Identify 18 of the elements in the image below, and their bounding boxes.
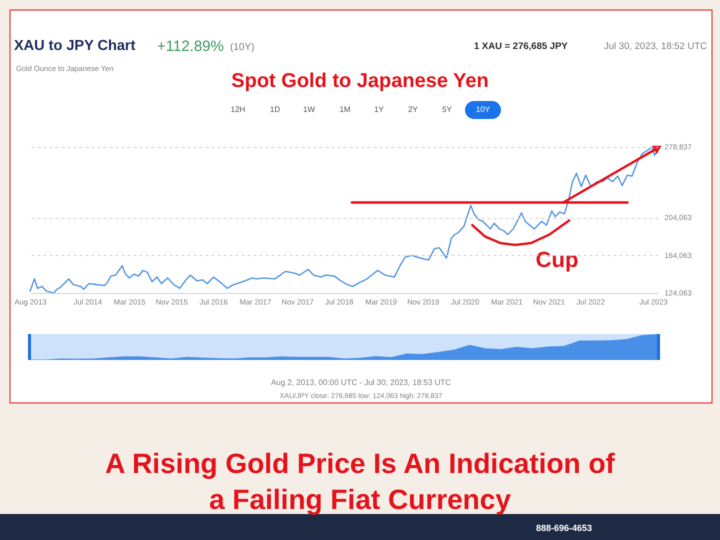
chart-title: XAU to JPY Chart	[14, 38, 136, 54]
text: Aug 2, 2013, 00:00 UTC - Jul 30, 2023, 18:53 UTC	[270, 378, 452, 387]
text: 1W	[303, 105, 316, 114]
text: 2Y	[408, 105, 419, 114]
text: Jul 30, 2023, 18:52 UTC	[604, 41, 708, 52]
text: 1Y	[374, 105, 385, 114]
text: Spot Gold to Japanese Yen	[231, 70, 489, 92]
text: +112.89%	[157, 38, 224, 55]
annotation: Cup	[536, 247, 578, 272]
text: 1 XAU = 276,685 JPY	[474, 41, 568, 52]
text: 12H	[230, 105, 246, 114]
text: A Rising Gold Price Is An Indication of a Failing Fiat Currency	[105, 448, 616, 515]
text: 1M	[339, 105, 351, 114]
text: 888-696-4653	[536, 523, 592, 533]
text: 10Y	[476, 105, 491, 114]
text: 5Y	[442, 105, 453, 114]
text: 1D	[270, 105, 280, 114]
text: (10Y)	[230, 42, 254, 53]
